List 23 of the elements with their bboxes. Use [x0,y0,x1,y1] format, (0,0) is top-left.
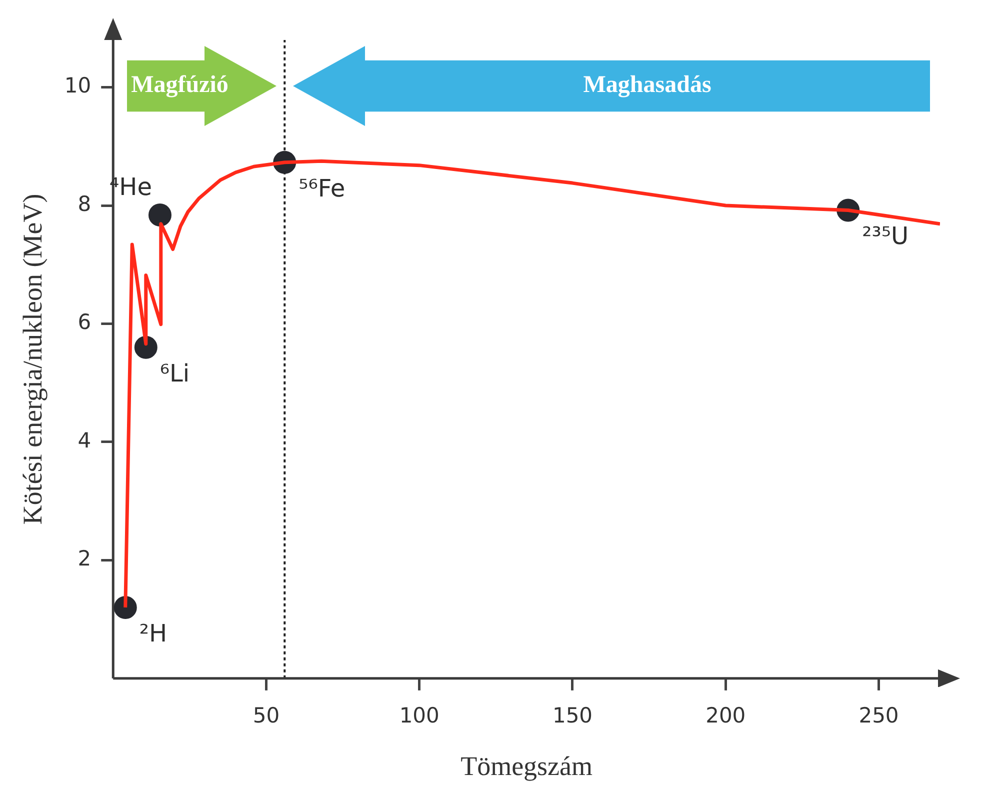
annotation: Maghasadás [582,71,712,100]
annotation: Magfúzió [131,71,228,100]
annotation: ²H [139,619,168,648]
annotation: ²³⁵U [862,222,909,250]
y-tick-label: 4 [78,428,92,452]
y-tick-label: 10 [64,74,92,98]
x-tick-label: 150 [552,703,593,728]
x-tick-label: 250 [858,703,899,728]
y-axis-title: Kötési energia/nukleon (MeV) [17,194,48,525]
y-tick-label: 2 [78,546,92,571]
right-arrow: Magfúzió [127,46,277,126]
annotation: ⁵⁶Fe [298,174,346,202]
point [148,203,172,226]
y-tick-label: 6 [78,310,92,334]
x-tick-label: 200 [706,703,746,728]
y-tick-label: 8 [78,192,92,216]
x-tick-label: 100 [399,703,440,728]
left-arrow: Maghasadás [292,46,930,126]
point [114,596,137,619]
x-tick-label: 50 [252,703,280,728]
annotation: ⁶Li [160,359,190,388]
point [134,336,158,359]
x-axis-title: Tömegszám [460,750,593,781]
